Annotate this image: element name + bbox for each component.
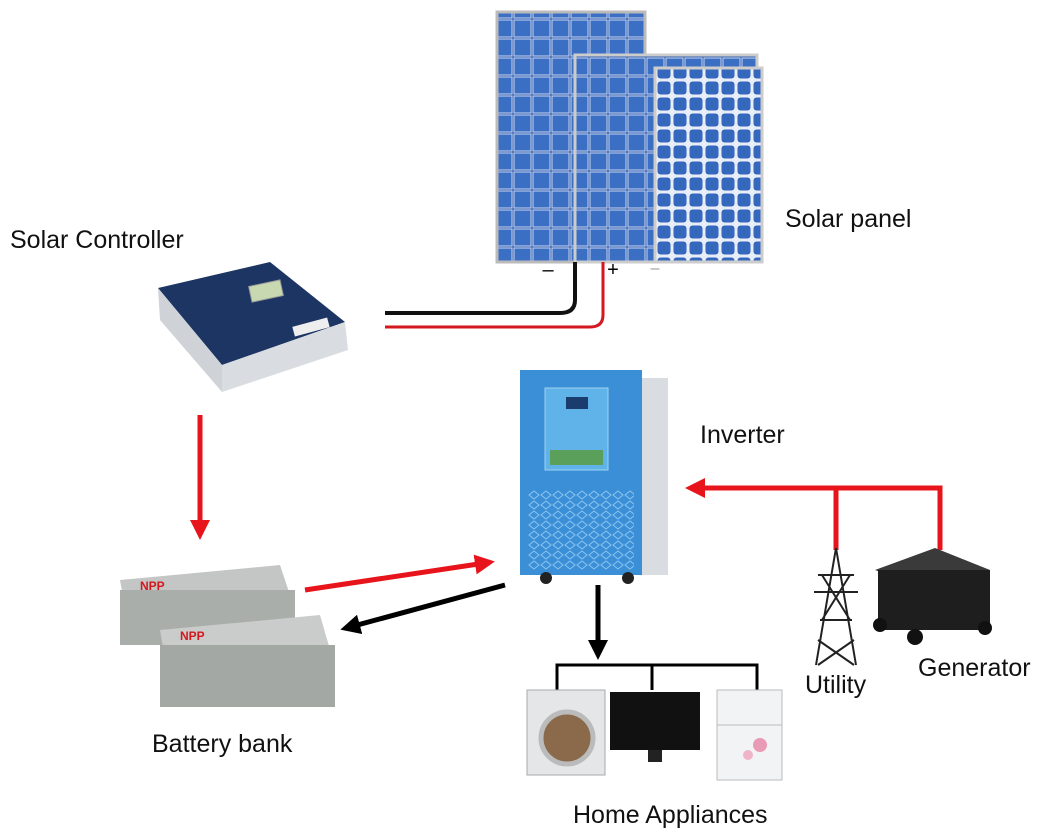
inverter: [520, 370, 668, 584]
battery-brand: NPP: [180, 629, 205, 643]
label: Utility: [805, 671, 867, 699]
generator: [873, 548, 992, 645]
label: Solar Controller: [10, 226, 184, 254]
inverter-graphic: [550, 450, 603, 465]
refrigerator: [717, 690, 782, 780]
solar-panels: [497, 12, 762, 262]
inverter-side: [640, 378, 668, 575]
battery-bank: NPP NPP: [120, 565, 335, 707]
panel-front: [655, 68, 762, 262]
label: Generator: [918, 654, 1031, 682]
terminal-label: +: [607, 259, 619, 281]
label: Inverter: [700, 421, 785, 449]
washing-machine: [527, 690, 605, 775]
terminal-label: –: [542, 259, 554, 281]
wheel: [540, 572, 552, 584]
label: Solar panel: [785, 205, 911, 233]
system-diagram: – + – NPP NPP: [0, 0, 1059, 834]
inverter-vent: [528, 490, 634, 570]
utility-tower: [814, 548, 858, 665]
arrow: [305, 563, 485, 590]
label: Home Appliances: [573, 801, 768, 829]
battery-body: [160, 645, 335, 707]
wheel: [622, 572, 634, 584]
wire-positive: [385, 262, 603, 327]
battery-brand: NPP: [140, 579, 165, 593]
television: [610, 692, 700, 762]
solar-controller: [158, 262, 348, 392]
label: Battery bank: [152, 730, 293, 758]
inverter-display: [566, 397, 588, 409]
arrow: [350, 585, 505, 627]
terminal-label: –: [651, 260, 660, 277]
source-lines: [836, 488, 940, 550]
